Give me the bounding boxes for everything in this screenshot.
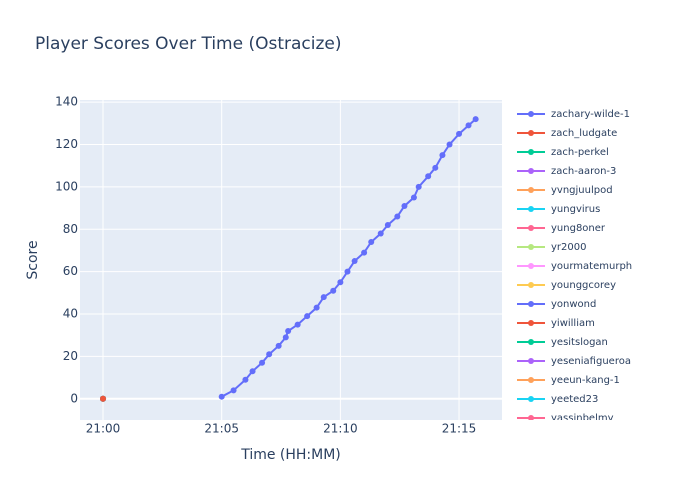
x-tick-label: 21:05 [204, 422, 239, 436]
y-axis-title: Score [25, 240, 41, 279]
legend-label: yesitslogan [551, 337, 608, 348]
data-point [218, 393, 225, 400]
data-point [330, 287, 337, 294]
y-tick-label: 40 [63, 307, 78, 321]
legend-label: yr2000 [551, 242, 586, 253]
data-point [410, 194, 417, 201]
legend-label: zach-aaron-3 [551, 166, 616, 177]
legend-label: yungvirus [551, 204, 600, 215]
data-point [344, 268, 351, 275]
legend-marker [528, 358, 534, 364]
legend-marker [528, 282, 534, 288]
legend-marker [528, 111, 534, 117]
data-point [285, 327, 292, 334]
data-point [242, 376, 249, 383]
legend-label: yung8oner [551, 223, 606, 234]
data-point [415, 183, 422, 190]
data-point [313, 304, 320, 311]
legend-label: yiwilliam [551, 318, 595, 329]
legend-marker [528, 263, 534, 269]
data-point [368, 238, 375, 245]
legend-label: yeseniafigueroa [551, 356, 631, 367]
legend-marker [528, 244, 534, 250]
legend-label: yvngjuulpod [551, 185, 613, 196]
legend-marker [528, 149, 534, 155]
data-point [275, 342, 282, 349]
data-point [294, 321, 301, 328]
y-tick-label: 80 [63, 222, 78, 236]
legend-label: zachary-wilde-1 [551, 109, 630, 120]
x-tick-label: 21:15 [442, 422, 477, 436]
plot-area [80, 100, 502, 420]
data-point [100, 395, 107, 402]
legend-marker [528, 377, 534, 383]
data-point [259, 359, 266, 366]
data-point [249, 368, 256, 375]
legend: zachary-wilde-1 zach_ludgate zach-perkel za… [517, 109, 632, 424]
data-point [432, 164, 439, 171]
x-axis-title: Time (HH:MM) [240, 447, 341, 463]
y-tick-label: 20 [63, 349, 78, 363]
legend-label: zach_ludgate [551, 128, 617, 139]
data-point [472, 116, 479, 123]
data-point [384, 222, 391, 229]
data-point [304, 313, 311, 320]
y-tick-label: 100 [55, 179, 78, 193]
legend-marker [528, 225, 534, 231]
legend-marker [528, 168, 534, 174]
x-tick-label: 21:00 [86, 422, 121, 436]
data-point [456, 130, 463, 137]
legend-label: yonwond [551, 299, 596, 310]
legend-marker [528, 206, 534, 212]
legend-label: zach-perkel [551, 147, 609, 158]
data-point [266, 351, 273, 358]
legend-marker [528, 301, 534, 307]
chart-title: Player Scores Over Time (Ostracize) [35, 34, 342, 54]
plot [100, 116, 479, 402]
legend-label: yeeted23 [551, 394, 598, 405]
grid [80, 100, 502, 420]
legend-label: younggcorey [551, 280, 616, 291]
data-point [446, 141, 453, 148]
y-tick-label: 140 [55, 95, 78, 109]
y-tick-label: 0 [70, 391, 78, 405]
legend-marker [528, 415, 534, 420]
data-point [320, 294, 327, 301]
y-tick-label: 120 [55, 137, 78, 151]
legend-marker [528, 339, 534, 345]
legend-label: yeeun-kang-1 [551, 375, 620, 386]
y-tick-label: 60 [63, 264, 78, 278]
legend-marker [528, 130, 534, 136]
data-point [282, 334, 289, 341]
data-point [439, 152, 446, 159]
data-point [361, 249, 368, 256]
data-point [377, 230, 384, 237]
data-point [465, 122, 472, 129]
data-point [394, 213, 401, 220]
legend-marker [528, 187, 534, 193]
data-point [230, 387, 237, 394]
legend-label: yassinbelmy [551, 413, 614, 424]
x-tick-label: 21:10 [323, 422, 358, 436]
legend-marker [528, 396, 534, 402]
legend-label: yourmatemurph [551, 261, 632, 272]
data-point [337, 279, 344, 286]
axes: 0 20 40 60 80 100 120 140 21:00 21:05 21:10 21:15 [55, 95, 476, 436]
data-point [425, 173, 432, 180]
data-point [401, 202, 408, 209]
data-point [351, 258, 358, 265]
legend-marker [528, 320, 534, 326]
